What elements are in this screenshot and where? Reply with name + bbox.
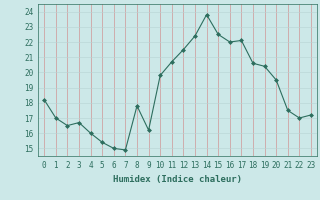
X-axis label: Humidex (Indice chaleur): Humidex (Indice chaleur) [113,175,242,184]
